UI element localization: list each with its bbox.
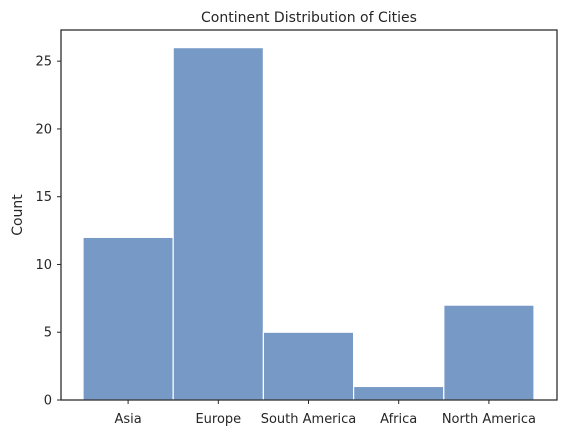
y-axis-label: Count: [10, 194, 26, 236]
y-tick-label: 20: [35, 122, 52, 137]
bar-asia: [82, 236, 174, 401]
y-tick-label: 25: [35, 55, 52, 70]
y-tick-label: 5: [44, 326, 52, 341]
bar-south-america: [262, 331, 355, 401]
y-tick-label: 10: [35, 258, 52, 273]
y-ticks-group: 0 5 10 15 20 25: [35, 55, 61, 409]
x-tick-label: North America: [442, 412, 536, 427]
bar-north-america: [443, 304, 535, 401]
chart-title: Continent Distribution of Cities: [201, 10, 417, 26]
x-tick-label: Europe: [195, 412, 241, 427]
x-tick-label: Asia: [114, 412, 141, 427]
y-tick-label: 15: [35, 190, 52, 205]
y-tick-label: 0: [44, 394, 52, 409]
x-ticks-group: Asia Europe South America Africa North Ameri…: [114, 400, 536, 427]
bar-africa: [353, 385, 445, 401]
x-tick-label: South America: [261, 412, 357, 427]
plot-frame: [60, 29, 558, 401]
bar-europe: [172, 47, 264, 401]
bars-group: [82, 47, 535, 401]
x-tick-label: Africa: [380, 412, 417, 427]
